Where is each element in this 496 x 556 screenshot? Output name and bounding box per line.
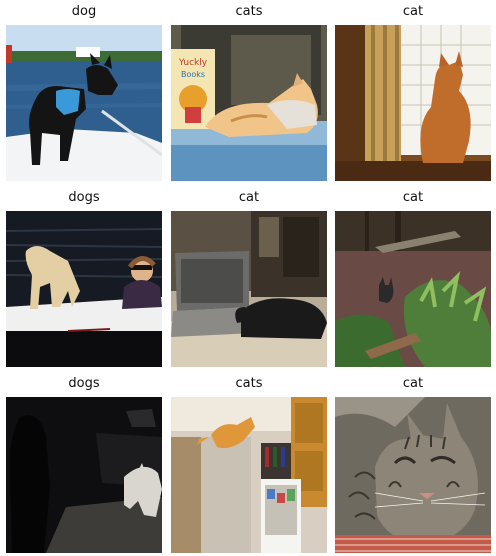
image-caption: dogs — [68, 376, 100, 391]
grid-cell: cat — [171, 190, 327, 370]
thumbnail-image[interactable]: Yuckly Books — [171, 25, 327, 181]
cat-jumping-kitchen-image — [171, 397, 327, 553]
grid-cell: dogs — [6, 190, 162, 370]
grid-cell: dogs — [6, 376, 162, 556]
tabby-cat-closeup-image — [335, 397, 491, 553]
grid-cell: cats — [171, 376, 327, 556]
grid-cell: cats Yuckly Books — [171, 4, 327, 184]
book-cover: Yuckly Books — [171, 49, 215, 129]
thumbnail-image[interactable] — [6, 397, 162, 553]
thumbnail-image[interactable] — [6, 25, 162, 181]
image-caption: dogs — [68, 190, 100, 205]
thumbnail-image[interactable] — [335, 397, 491, 553]
cat-at-window-image — [335, 25, 491, 181]
dog-on-boat-image — [6, 25, 162, 181]
cat-by-window-image: Yuckly Books — [171, 25, 327, 181]
thumbnail-image[interactable] — [171, 211, 327, 367]
image-caption: cat — [402, 376, 424, 391]
image-caption: cat — [238, 190, 260, 205]
book-title-line2: Books — [181, 70, 205, 79]
dogs-on-boat-image — [6, 211, 162, 367]
grid-cell: dog — [6, 4, 162, 184]
image-caption: cats — [235, 4, 263, 19]
thumbnail-image[interactable] — [171, 397, 327, 553]
thumbnail-image[interactable] — [335, 25, 491, 181]
image-caption: cats — [235, 376, 263, 391]
thumbnail-image[interactable] — [335, 211, 491, 367]
grid-cell: cat — [335, 376, 491, 556]
grid-cell: cat — [335, 4, 491, 184]
cat-with-laptop-image — [171, 211, 327, 367]
dogs-in-dark-image — [6, 397, 162, 553]
image-caption: dog — [71, 4, 97, 19]
cat-in-garden-image — [335, 211, 491, 367]
image-caption: cat — [402, 190, 424, 205]
grid-cell: cat — [335, 190, 491, 370]
book-title-line1: Yuckly — [178, 58, 208, 68]
thumbnail-image[interactable] — [6, 211, 162, 367]
image-caption: cat — [402, 4, 424, 19]
